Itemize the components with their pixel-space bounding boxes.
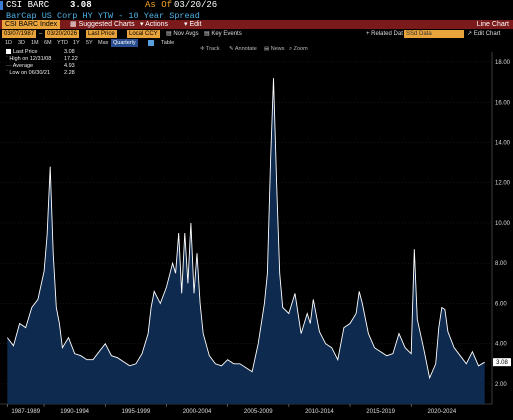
security-description: BarCap US Corp HY YTW - 10 Year Spread bbox=[6, 11, 200, 21]
legend-low: ˆ Low on 06/30/21 2.28 bbox=[6, 70, 75, 76]
legend-avg-value: 4.93 bbox=[64, 63, 75, 69]
series-line bbox=[6, 78, 485, 380]
related-data-label: Related Dat bbox=[371, 31, 403, 37]
y-tick-label: 2.00 bbox=[495, 382, 507, 388]
currency-selector[interactable]: Local CCY bbox=[127, 30, 160, 38]
frequency-icon[interactable] bbox=[148, 40, 154, 46]
field-selector[interactable]: Last Price bbox=[86, 30, 117, 38]
period-1d[interactable]: 1D bbox=[5, 40, 13, 46]
x-tick-label: 2005-2009 bbox=[244, 409, 273, 415]
chart-type-label: Line Chart bbox=[476, 21, 509, 28]
as-of-date: 03/20/26 bbox=[174, 0, 218, 10]
news-label: News bbox=[270, 46, 285, 52]
news-button[interactable]: ▤ News bbox=[264, 46, 285, 52]
legend-last: Last Price 3.08 bbox=[6, 49, 86, 56]
last-price: 3.08 bbox=[70, 0, 92, 10]
zoom-label: Zoom bbox=[293, 46, 308, 52]
edit-chart-button[interactable]: ↗ Edit Chart bbox=[467, 31, 501, 37]
title-bar: CSI BARC 3.08 As Of 03/20/26 bbox=[0, 0, 513, 10]
ssd-data-field[interactable]: SSd Data bbox=[404, 30, 464, 38]
legend-low-label: Low on 06/30/21 bbox=[9, 70, 51, 76]
annotate-label: Annotate bbox=[234, 46, 257, 52]
annotate-button[interactable]: ✎ Annotate bbox=[229, 46, 257, 52]
actions-label: Actions bbox=[145, 21, 169, 28]
related-data-button[interactable]: + Related Dat bbox=[366, 31, 403, 37]
x-tick-label: 1990-1994 bbox=[60, 409, 89, 415]
date-separator: – bbox=[39, 31, 43, 37]
last-price-swatch bbox=[6, 49, 11, 55]
period-3d[interactable]: 3D bbox=[18, 40, 26, 46]
legend-avg-label: Average bbox=[12, 63, 34, 69]
x-tick-label: 2020-2024 bbox=[427, 409, 456, 415]
period-1y[interactable]: 1Y bbox=[73, 40, 80, 46]
y-tick-label: 16.00 bbox=[495, 100, 511, 106]
period-6m[interactable]: 6M bbox=[44, 40, 52, 46]
edit-chart-label: Edit Chart bbox=[473, 31, 501, 37]
key-events-label: Key Events bbox=[211, 31, 242, 37]
period-max[interactable]: Max bbox=[98, 40, 109, 46]
series-area bbox=[7, 78, 485, 404]
legend-high-label: High on 12/31/08 bbox=[9, 56, 52, 62]
x-tick-label: 2000-2004 bbox=[183, 409, 212, 415]
key-events-toggle[interactable]: ▤ Key Events bbox=[204, 31, 242, 37]
suggested-charts-label: Suggested Charts bbox=[78, 21, 135, 28]
menu-bar: CSI BARC Index ▦ Suggested Charts ▾ Acti… bbox=[0, 20, 513, 29]
period-ytd[interactable]: YTD bbox=[57, 40, 68, 46]
suggested-charts-menu[interactable]: ▦ Suggested Charts bbox=[70, 21, 135, 28]
legend-high: ˇ High on 12/31/08 17.22 bbox=[6, 56, 78, 62]
y-tick-label: 10.00 bbox=[495, 221, 511, 227]
y-tick-label: 12.00 bbox=[495, 181, 511, 187]
x-tick-label: 1995-1999 bbox=[121, 409, 150, 415]
zoom-button[interactable]: ⌕ Zoom bbox=[289, 46, 308, 52]
y-tick-label: 4.00 bbox=[495, 342, 507, 348]
ticker-symbol[interactable]: CSI BARC bbox=[6, 0, 50, 10]
legend-last-value: 3.08 bbox=[64, 49, 75, 55]
index-selector[interactable]: CSI BARC Index bbox=[2, 20, 61, 29]
last-value-box bbox=[493, 358, 511, 367]
chart-toolbar: ✛ Track ✎ Annotate ▤ News ⌕ Zoom bbox=[0, 45, 513, 53]
legend-last-label: Last Price bbox=[13, 49, 38, 55]
nov-avgs-label: Nov Avgs bbox=[173, 31, 199, 37]
period-5y[interactable]: 5Y bbox=[86, 40, 93, 46]
chart-legend: Last Price 3.08 ˇ High on 12/31/08 17.22 —… bbox=[6, 49, 86, 77]
nov-avgs-toggle[interactable]: ▤ Nov Avgs bbox=[166, 31, 199, 37]
last-value-label: 3.08 bbox=[496, 360, 508, 366]
y-tick-label: 14.00 bbox=[495, 141, 511, 147]
edit-label: Edit bbox=[189, 21, 202, 28]
x-tick-label: 2010-2014 bbox=[305, 409, 334, 415]
y-tick-label: 8.00 bbox=[495, 261, 507, 267]
legend-average: — Average 4.93 bbox=[6, 63, 75, 69]
frequency-selector[interactable]: Quarterly bbox=[111, 39, 138, 47]
x-tick-label: 1987-1989 bbox=[11, 409, 40, 415]
y-tick-label: 6.00 bbox=[495, 301, 507, 307]
edit-menu[interactable]: ▾ Edit bbox=[184, 21, 202, 28]
security-marker bbox=[0, 1, 3, 10]
table-button[interactable]: Table bbox=[161, 40, 175, 46]
period-bar: 1D 3D 1M 6M YTD 1Y 5Y Max Quarterly Tabl… bbox=[0, 39, 513, 47]
start-date-field[interactable]: 03/07/1987 bbox=[2, 30, 37, 38]
as-of-label: As Of bbox=[145, 0, 173, 10]
period-1m[interactable]: 1M bbox=[31, 40, 39, 46]
track-label: Track bbox=[206, 46, 220, 52]
options-bar: 03/07/1987 – 03/20/2026 Last Price Local… bbox=[0, 30, 513, 38]
end-date-field[interactable]: 03/20/2026 bbox=[45, 30, 80, 38]
legend-high-value: 17.22 bbox=[64, 56, 78, 62]
y-tick-label: 18.00 bbox=[495, 60, 511, 66]
legend-low-value: 2.28 bbox=[64, 70, 75, 76]
track-button[interactable]: ✛ Track bbox=[200, 46, 220, 52]
actions-menu[interactable]: ▾ Actions bbox=[140, 21, 169, 28]
description-bar: BarCap US Corp HY YTW - 10 Year Spread bbox=[0, 11, 513, 21]
x-tick-label: 2015-2019 bbox=[366, 409, 395, 415]
